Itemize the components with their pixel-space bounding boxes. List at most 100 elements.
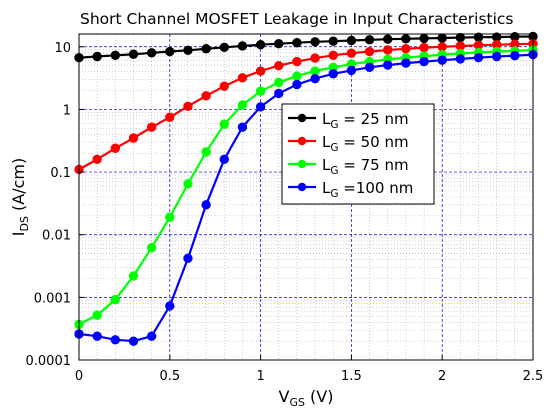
data-point bbox=[201, 200, 211, 210]
data-point bbox=[110, 143, 121, 153]
data-point bbox=[437, 33, 447, 43]
data-point bbox=[292, 79, 302, 90]
data-point bbox=[364, 46, 375, 57]
legend-entry: LG = 50 nm bbox=[288, 133, 409, 154]
data-point bbox=[274, 77, 284, 88]
data-point bbox=[346, 35, 357, 46]
data-point bbox=[219, 42, 229, 53]
legend-entry: LG = 25 nm bbox=[288, 110, 409, 131]
legend-entry: LG = 75 nm bbox=[288, 156, 409, 177]
series-4 bbox=[74, 49, 538, 346]
data-point bbox=[364, 35, 375, 45]
data-point bbox=[292, 71, 302, 81]
data-point bbox=[455, 32, 466, 43]
x-axis-label: VGS (V) bbox=[279, 387, 334, 409]
series-layer bbox=[74, 31, 538, 346]
y-tick-label: 1 bbox=[63, 103, 71, 118]
data-point bbox=[346, 48, 357, 58]
data-point bbox=[310, 37, 320, 47]
data-point bbox=[237, 73, 248, 83]
y-tick-label: 0.1 bbox=[50, 166, 71, 181]
data-point bbox=[437, 42, 447, 52]
legend-label: LG = 50 nm bbox=[322, 133, 409, 154]
data-point bbox=[92, 331, 102, 341]
data-point bbox=[183, 45, 193, 55]
data-point bbox=[310, 73, 320, 84]
data-point bbox=[419, 42, 429, 53]
plot-frame bbox=[78, 33, 534, 361]
y-tick-label: 0.001 bbox=[34, 291, 71, 306]
y-tick-label: 0.01 bbox=[42, 229, 71, 244]
data-point bbox=[491, 51, 502, 62]
data-point bbox=[219, 119, 229, 129]
data-point bbox=[328, 36, 338, 46]
data-point bbox=[146, 48, 157, 58]
data-point bbox=[146, 331, 157, 341]
chart-title: Short Channel MOSFET Leakage in Input Ch… bbox=[80, 10, 514, 28]
data-point bbox=[183, 253, 193, 264]
data-point bbox=[255, 86, 266, 96]
data-point bbox=[255, 102, 266, 112]
data-point bbox=[419, 56, 429, 67]
data-point bbox=[274, 60, 284, 71]
x-tick-label: 2 bbox=[438, 369, 446, 384]
data-point bbox=[183, 179, 193, 189]
data-point bbox=[201, 44, 211, 54]
data-point bbox=[237, 122, 248, 132]
data-point bbox=[237, 100, 248, 110]
x-tick-label: 1.5 bbox=[341, 369, 362, 384]
data-point bbox=[219, 154, 229, 164]
data-point bbox=[292, 56, 302, 67]
legend-entry: LG =100 nm bbox=[288, 179, 413, 200]
series-1 bbox=[74, 31, 538, 63]
data-point bbox=[401, 34, 411, 44]
series-2 bbox=[74, 39, 538, 175]
data-point bbox=[274, 39, 284, 49]
data-point bbox=[128, 336, 139, 346]
x-tick-label: 1 bbox=[256, 369, 264, 384]
x-tick-label: 0.5 bbox=[159, 369, 180, 384]
x-tick-label: 0 bbox=[75, 369, 83, 384]
data-point bbox=[219, 81, 229, 91]
data-point bbox=[92, 51, 102, 62]
data-point bbox=[128, 271, 139, 281]
data-point bbox=[146, 243, 157, 253]
data-point bbox=[201, 91, 211, 101]
data-point bbox=[110, 294, 121, 305]
legend-marker bbox=[297, 159, 307, 169]
legend-label: LG = 75 nm bbox=[322, 156, 409, 177]
data-point bbox=[146, 122, 157, 132]
data-point bbox=[401, 58, 411, 68]
data-point bbox=[255, 39, 266, 50]
y-axis-label: IDS (A/cm) bbox=[9, 158, 31, 236]
y-tick-label: 0.0001 bbox=[26, 354, 72, 369]
data-point bbox=[437, 55, 447, 65]
data-point bbox=[419, 33, 429, 44]
data-point bbox=[110, 335, 121, 345]
data-point bbox=[183, 101, 193, 112]
data-point bbox=[292, 38, 302, 48]
data-point bbox=[201, 147, 211, 157]
data-point bbox=[328, 69, 338, 79]
data-point bbox=[237, 41, 248, 51]
data-point bbox=[328, 50, 338, 61]
legend-marker bbox=[297, 136, 307, 146]
data-point bbox=[274, 88, 284, 99]
y-tick-label: 10 bbox=[54, 41, 71, 56]
data-point bbox=[165, 46, 175, 57]
legend-marker bbox=[297, 113, 307, 123]
data-point bbox=[165, 301, 175, 311]
data-point bbox=[383, 45, 393, 55]
data-point bbox=[92, 310, 102, 320]
data-point bbox=[165, 112, 175, 122]
data-point bbox=[165, 212, 175, 222]
axis-ticks: 0 0.5 1 1.5 2 2.5 0.0001 0.001 0.01 0.1 1 10 bbox=[26, 41, 544, 384]
data-point bbox=[510, 51, 520, 61]
legend-label: LG =100 nm bbox=[322, 179, 413, 200]
legend-label: LG = 25 nm bbox=[322, 110, 409, 131]
data-point bbox=[128, 133, 139, 143]
data-point bbox=[383, 60, 393, 70]
data-point bbox=[401, 44, 411, 54]
